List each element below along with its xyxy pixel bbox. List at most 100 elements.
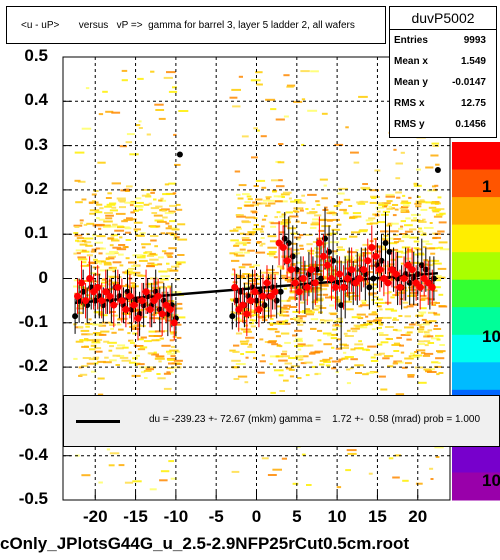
heat-cell	[319, 363, 325, 366]
heat-cell	[278, 179, 283, 182]
heat-cell	[139, 366, 150, 369]
heat-cell	[315, 297, 324, 300]
heat-cell	[431, 201, 440, 203]
heat-cell	[146, 254, 155, 257]
heat-cell	[371, 328, 376, 331]
heat-cell	[256, 129, 260, 132]
heat-cell	[98, 218, 105, 221]
heat-cell	[262, 309, 270, 312]
heat-cell	[408, 288, 417, 291]
heat-cell	[165, 227, 172, 230]
heat-cell	[360, 186, 370, 189]
heat-cell	[284, 362, 292, 365]
data-point	[424, 279, 432, 287]
heat-cell	[370, 356, 376, 359]
heat-cell	[328, 212, 337, 215]
heat-cell	[360, 324, 368, 326]
stats-row: Mean y -0.0147	[390, 72, 496, 93]
heat-cell	[293, 210, 298, 213]
heat-cell	[235, 214, 241, 216]
heat-cell	[361, 302, 367, 305]
heat-cell	[426, 259, 437, 262]
stats-label: RMS x	[394, 98, 425, 109]
heat-cell	[392, 328, 398, 331]
heat-cell	[421, 297, 430, 300]
data-point	[275, 239, 283, 247]
heat-cell	[316, 237, 326, 240]
heat-cell	[79, 219, 84, 222]
heat-cell	[393, 238, 402, 240]
heat-cell	[350, 151, 359, 154]
heat-cell	[425, 201, 435, 204]
heat-cell	[393, 286, 398, 289]
heat-cell	[413, 247, 420, 250]
heat-cell	[262, 199, 269, 202]
heat-cell	[170, 332, 176, 335]
heat-cell	[438, 372, 444, 374]
heat-cell	[275, 335, 281, 338]
heat-cell	[108, 266, 113, 269]
heat-cell	[290, 365, 300, 368]
heat-cell	[337, 248, 345, 251]
heat-cell	[115, 347, 124, 350]
heat-cell	[422, 218, 426, 221]
heat-cell	[261, 225, 265, 228]
heat-cell	[109, 359, 117, 362]
heat-cell	[103, 220, 113, 223]
heat-cell	[266, 252, 276, 255]
heat-cell	[408, 286, 414, 289]
heat-cell	[282, 320, 288, 323]
heat-cell	[90, 344, 97, 347]
heat-cell	[348, 298, 355, 300]
heat-cell	[176, 261, 186, 264]
heat-cell	[424, 344, 429, 347]
heat-cell	[410, 352, 415, 355]
heat-cell	[132, 284, 136, 287]
heat-cell	[143, 251, 148, 254]
heat-cell	[431, 361, 439, 364]
heat-cell	[103, 263, 112, 266]
heat-cell	[97, 393, 104, 396]
heat-cell	[135, 124, 141, 127]
heat-cell	[365, 315, 369, 318]
heat-cell	[339, 208, 347, 211]
colorbar	[452, 142, 500, 501]
heat-cell	[280, 353, 287, 356]
heat-cell	[423, 335, 430, 338]
heat-cell	[152, 286, 162, 289]
colorbar-band	[452, 142, 500, 170]
heat-cell	[133, 209, 139, 212]
heat-cell	[177, 223, 186, 226]
heat-cell	[405, 250, 415, 253]
heat-cell	[405, 217, 411, 220]
heat-cell	[326, 219, 334, 221]
heat-cell	[279, 267, 285, 270]
heat-cell	[374, 250, 383, 253]
heat-cell	[311, 265, 318, 268]
data-point	[259, 292, 267, 300]
heat-cell	[324, 319, 331, 322]
heat-cell	[317, 339, 322, 342]
heat-cell	[420, 351, 426, 354]
data-point	[291, 279, 299, 287]
heat-cell	[235, 332, 243, 335]
heat-cell	[125, 283, 129, 286]
heat-cell	[173, 235, 177, 238]
heat-cell	[319, 284, 329, 287]
heat-cell	[119, 145, 127, 148]
heat-cell	[267, 202, 276, 205]
heat-cell	[366, 371, 374, 374]
heat-cell	[170, 316, 175, 318]
heat-cell	[107, 283, 116, 286]
heat-cell	[295, 261, 303, 264]
heat-cell	[353, 324, 361, 327]
heat-cell	[233, 344, 240, 347]
heat-cell	[428, 206, 437, 209]
heat-cell	[160, 275, 170, 278]
heat-cell	[153, 198, 157, 201]
heat-cell	[112, 234, 118, 237]
heat-cell	[155, 205, 163, 208]
heat-cell	[166, 71, 176, 74]
heat-cell	[129, 202, 137, 204]
y-tick-label: 0.3	[24, 134, 48, 154]
